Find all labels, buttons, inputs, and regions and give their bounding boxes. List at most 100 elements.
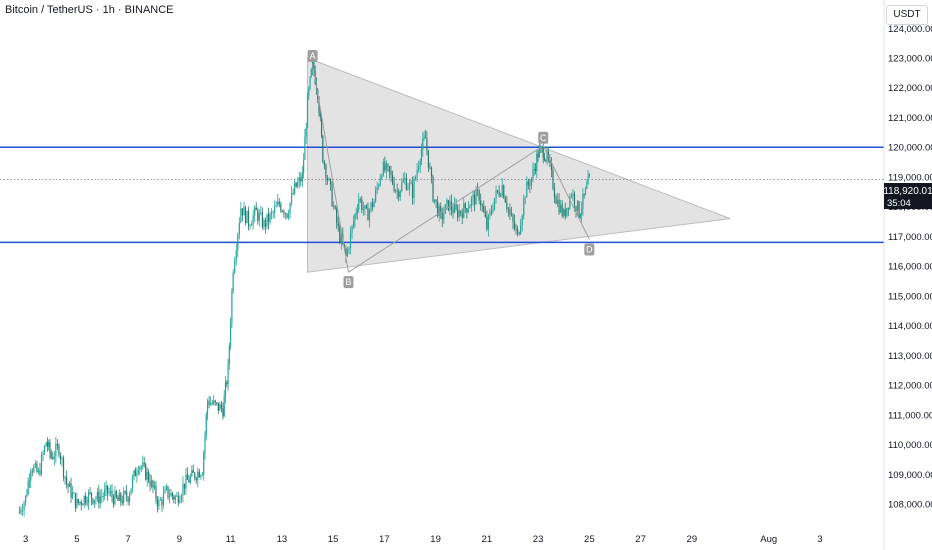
x-tick-label: 5 [74, 534, 79, 545]
horizontal-levels[interactable] [0, 146, 884, 244]
candle-body [226, 382, 228, 385]
candle-body [358, 199, 360, 210]
candle-body [228, 345, 230, 365]
candle-body [290, 193, 293, 203]
candle-body [349, 232, 352, 249]
candle-body [550, 162, 553, 170]
x-tick-label: 13 [277, 534, 288, 545]
candle-body [271, 212, 273, 214]
candle-body [136, 472, 138, 477]
candle-body [387, 164, 389, 167]
candle-body [458, 210, 460, 218]
candle-body [329, 178, 332, 185]
price-axis[interactable]: 124,000.00 123,000.00 122,000.00 121,000.00… [888, 24, 932, 511]
candle-body [478, 190, 480, 201]
candle-body [155, 485, 157, 500]
candle-body [473, 194, 476, 205]
candle-body [243, 206, 245, 216]
candle-body [246, 210, 248, 224]
candle-body [249, 225, 251, 227]
pattern-annotations[interactable]: A B C D [307, 49, 595, 289]
candle-body [77, 499, 79, 503]
candle-body [241, 208, 243, 216]
candle-body [205, 414, 207, 435]
candle-body [390, 171, 392, 175]
candle-body [269, 213, 271, 223]
candle-body [538, 148, 540, 158]
candle-body [432, 176, 434, 202]
candle-body [192, 470, 194, 473]
candle-body [31, 471, 33, 473]
candle-body [587, 176, 589, 185]
candle-body [319, 112, 321, 118]
x-tick-label: 23 [533, 534, 544, 545]
candle-body [59, 455, 62, 460]
candle-body [569, 196, 571, 209]
candle-body [513, 221, 516, 229]
triangle-pattern[interactable] [307, 57, 731, 273]
candle-body [504, 197, 506, 203]
candle-body [33, 466, 35, 473]
candle-body [419, 160, 421, 167]
candle-body [283, 211, 285, 215]
candle-body [376, 187, 378, 191]
current-price-tag: 118,920.01 35:04 [883, 183, 932, 209]
candle-body [45, 442, 47, 446]
candle-body [214, 400, 216, 403]
candle-body [364, 205, 366, 209]
candle-body [382, 162, 384, 176]
candle-body [447, 199, 450, 210]
candle-body [254, 207, 256, 216]
candle-body [198, 471, 200, 478]
candle-body [46, 442, 49, 447]
candle-body [495, 190, 497, 199]
candle-body [533, 169, 535, 170]
candle-body [133, 470, 135, 478]
pattern-point-c-badge [538, 131, 549, 144]
candle-body [230, 323, 232, 346]
time-axis[interactable]: 3 5 7 9 11 13 15 17 19 21 23 25 27 29 Aug 3 [23, 534, 823, 545]
candle-body [395, 190, 397, 192]
candle-body [257, 210, 259, 221]
candle-body [66, 477, 68, 485]
candle-body [111, 490, 113, 497]
candle-body [174, 496, 176, 500]
candle-body [61, 458, 63, 460]
price-tag-value: 118,920.01 [883, 186, 932, 197]
candle-body [388, 166, 391, 172]
candle-body [556, 199, 559, 204]
candle-body [83, 495, 85, 505]
x-tick-label: 15 [328, 534, 339, 545]
candle-body [53, 456, 55, 459]
candle-body [186, 474, 189, 480]
candle-body [545, 160, 547, 162]
pattern-leg-bc [348, 145, 544, 273]
candle-body [272, 212, 274, 214]
y-tick-label: 108,000.00 [888, 500, 932, 511]
candle-body [475, 189, 477, 205]
candle-body [555, 196, 557, 204]
candle-body [526, 181, 528, 198]
candle-body [534, 169, 537, 172]
candle-body [339, 226, 341, 243]
y-tick-label: 119,000.00 [888, 172, 932, 183]
candle-body [345, 248, 347, 257]
candle-body [385, 164, 387, 171]
candle-body [323, 161, 325, 165]
candle-body [206, 400, 209, 415]
candle-body [582, 193, 584, 209]
candle-body [486, 216, 488, 230]
candle-body [523, 198, 525, 216]
currency-button[interactable]: USDT [886, 5, 928, 25]
candle-body [149, 480, 151, 487]
candle-body [355, 212, 357, 215]
x-tick-label: 25 [584, 534, 595, 545]
candle-body [503, 185, 505, 198]
pattern-point-a-badge [307, 49, 318, 62]
candle-body [537, 153, 539, 158]
x-tick-label: 3 [817, 534, 822, 545]
candle-body [191, 470, 193, 477]
candle-body [142, 462, 144, 467]
candle-body [333, 206, 335, 207]
